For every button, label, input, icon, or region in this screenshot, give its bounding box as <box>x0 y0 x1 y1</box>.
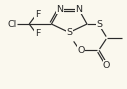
Text: S: S <box>66 28 72 37</box>
Text: S: S <box>96 19 102 29</box>
Text: O: O <box>103 61 110 70</box>
Text: N: N <box>56 5 63 14</box>
Text: N: N <box>75 5 82 14</box>
Text: F: F <box>35 10 40 19</box>
Text: F: F <box>35 29 40 38</box>
Text: Cl: Cl <box>7 19 17 29</box>
Text: O: O <box>78 46 85 55</box>
